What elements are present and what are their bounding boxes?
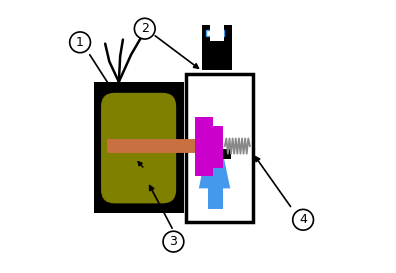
Bar	[186, 74, 253, 222]
Bar	[210, 25, 224, 41]
Bar	[208, 149, 223, 209]
Circle shape	[134, 18, 155, 39]
Circle shape	[70, 32, 90, 53]
Bar	[213, 126, 223, 168]
Text: 3: 3	[169, 235, 177, 248]
Text: 4: 4	[299, 213, 307, 226]
Bar	[199, 149, 231, 159]
Bar	[195, 117, 213, 176]
FancyBboxPatch shape	[101, 93, 176, 203]
Text: 1: 1	[76, 36, 84, 49]
Text: 2: 2	[141, 22, 149, 35]
Polygon shape	[199, 149, 230, 188]
Circle shape	[163, 231, 184, 252]
Bar	[206, 30, 224, 36]
Bar	[94, 82, 185, 213]
Bar	[202, 25, 232, 70]
Circle shape	[293, 209, 314, 230]
